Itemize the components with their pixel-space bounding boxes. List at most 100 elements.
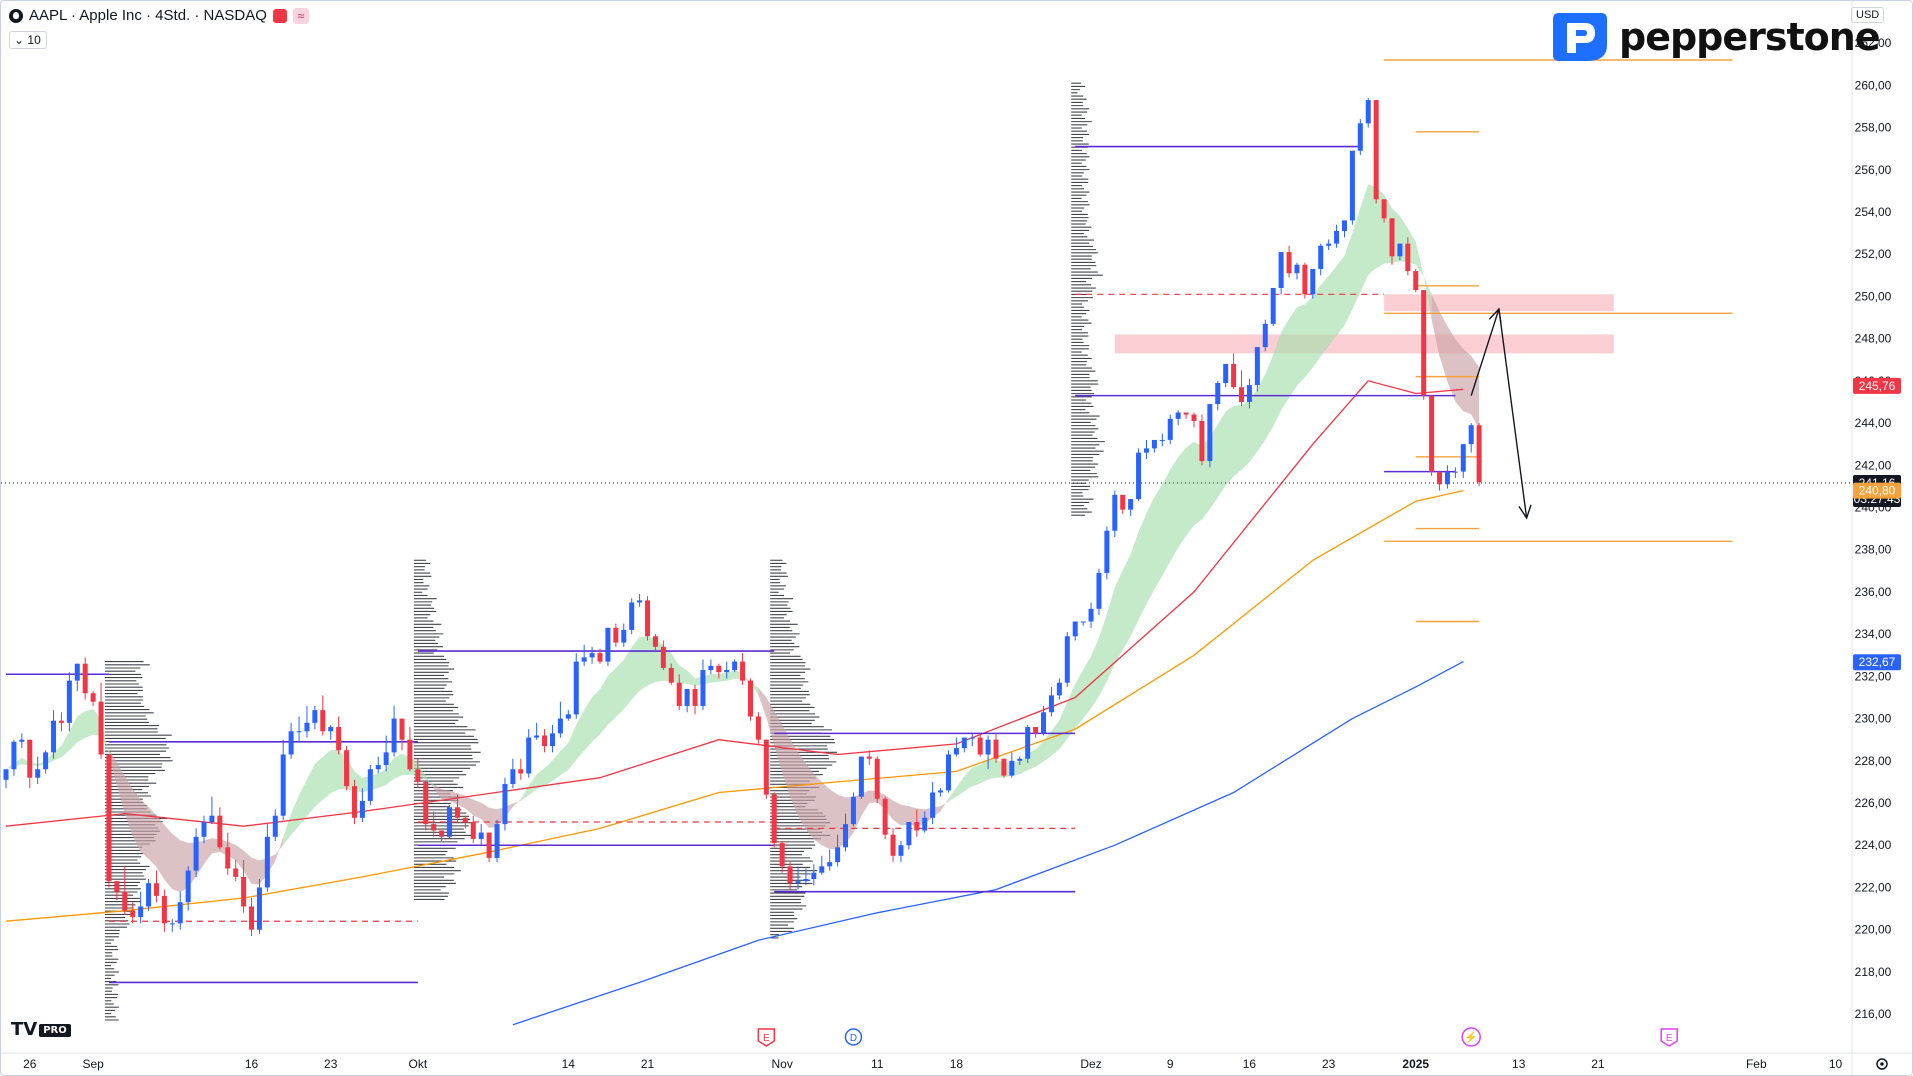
candle-body bbox=[1009, 760, 1015, 776]
candle-body bbox=[241, 876, 247, 907]
candle-body bbox=[367, 769, 373, 801]
candle-body bbox=[779, 843, 785, 867]
candle-body bbox=[478, 832, 484, 839]
candle-body bbox=[1207, 404, 1213, 462]
candle-body bbox=[399, 718, 405, 740]
candle-body bbox=[1001, 758, 1007, 776]
candle-body bbox=[1437, 471, 1443, 485]
candle-body bbox=[130, 910, 136, 918]
time-tick-label: 14 bbox=[562, 1057, 576, 1071]
candle-body bbox=[122, 891, 128, 911]
candle-body bbox=[621, 629, 627, 643]
price-tick-label: 220,00 bbox=[1855, 923, 1892, 937]
candle-body bbox=[249, 906, 255, 930]
apple-logo-icon bbox=[9, 8, 23, 23]
candle-body bbox=[922, 817, 928, 831]
candle-body bbox=[1017, 758, 1023, 761]
candle-body bbox=[708, 665, 714, 671]
tradingview-logo[interactable]: TV PRO bbox=[11, 1019, 71, 1040]
symbol-title[interactable]: AAPL · Apple Inc · 4Std. · NASDAQ bbox=[29, 7, 267, 24]
event-marker[interactable]: E bbox=[1660, 1028, 1678, 1047]
candle-body bbox=[930, 792, 936, 818]
candle-body bbox=[684, 689, 690, 706]
candle-body bbox=[1064, 636, 1070, 683]
candle-body bbox=[161, 895, 167, 924]
event-marker[interactable]: E bbox=[757, 1028, 776, 1047]
brand-name: pepperstone bbox=[1619, 15, 1881, 59]
candle-body bbox=[850, 796, 856, 825]
price-tick-label: 234,00 bbox=[1855, 627, 1892, 641]
earnings-flag-icon[interactable] bbox=[272, 8, 287, 23]
candle-body bbox=[1041, 712, 1047, 734]
candle-body bbox=[312, 710, 318, 723]
settings-gear-icon[interactable] bbox=[1876, 1058, 1888, 1070]
candle-body bbox=[518, 769, 524, 774]
price-tick-label: 238,00 bbox=[1855, 543, 1892, 557]
candle-body bbox=[256, 887, 262, 930]
candle-body bbox=[1270, 287, 1276, 324]
candle-body bbox=[581, 657, 587, 662]
flash-event-icon: ⚡ bbox=[1461, 1027, 1481, 1047]
price-tick-label: 244,00 bbox=[1855, 416, 1892, 430]
candle-body bbox=[969, 737, 975, 739]
event-markers[interactable]: E D E ⚡ bbox=[757, 1027, 1678, 1047]
dividend-icon bbox=[844, 1028, 863, 1046]
candle-body bbox=[763, 739, 769, 795]
candle-body bbox=[1159, 439, 1165, 441]
price-tick-label: 242,00 bbox=[1855, 458, 1892, 472]
candle-body bbox=[843, 824, 849, 848]
candle-body bbox=[1104, 530, 1110, 573]
candle-body bbox=[542, 735, 548, 747]
time-tick-label: 2025 bbox=[1402, 1057, 1429, 1071]
candle-body bbox=[320, 710, 326, 732]
candle-body bbox=[945, 754, 951, 791]
candle-body bbox=[1136, 452, 1142, 500]
candle-body bbox=[328, 727, 334, 732]
candle-body bbox=[1389, 218, 1395, 257]
candle-body bbox=[431, 824, 437, 831]
price-tick-label: 218,00 bbox=[1855, 965, 1892, 979]
moving-averages bbox=[5, 380, 1464, 1026]
brand-logo: pepperstone bbox=[1549, 9, 1881, 65]
candle-body bbox=[1223, 363, 1229, 383]
candle-body bbox=[407, 739, 413, 770]
candle-body bbox=[494, 824, 500, 858]
candle-body bbox=[613, 627, 619, 643]
volume-toggle-button[interactable]: ⌄ 10 bbox=[9, 31, 47, 49]
bear-cloud bbox=[109, 749, 284, 893]
bull-cloud bbox=[520, 636, 759, 801]
event-marker-label: E bbox=[1666, 1033, 1673, 1044]
candle-body bbox=[652, 636, 658, 647]
candle-body bbox=[795, 881, 801, 884]
candle-body bbox=[1088, 608, 1094, 622]
symbol-header[interactable]: AAPL · Apple Inc · 4Std. · NASDAQ ≈ bbox=[9, 7, 309, 24]
candle-body bbox=[1381, 199, 1387, 219]
volume-button-label: 10 bbox=[27, 33, 41, 47]
currency-selector[interactable]: USD bbox=[1851, 7, 1885, 23]
candle-body bbox=[1246, 385, 1252, 402]
candle-body bbox=[747, 680, 753, 717]
gear-ring bbox=[1876, 1058, 1888, 1070]
candle-body bbox=[1183, 412, 1189, 415]
candlesticks bbox=[3, 97, 1482, 937]
time-tick-label: Sep bbox=[82, 1057, 104, 1071]
bull-cloud bbox=[948, 184, 1432, 802]
event-marker-label: D bbox=[850, 1033, 857, 1044]
candle-body bbox=[1405, 243, 1411, 272]
price-tick-label: 250,00 bbox=[1855, 289, 1892, 303]
candle-body bbox=[51, 720, 57, 753]
indicator-wave-icon[interactable]: ≈ bbox=[292, 7, 309, 24]
candle-body bbox=[637, 600, 643, 603]
candle-body bbox=[827, 862, 833, 867]
time-tick-label: 26 bbox=[23, 1057, 37, 1071]
candle-body bbox=[1128, 499, 1134, 510]
candle-body bbox=[280, 754, 286, 816]
candle-body bbox=[1278, 252, 1284, 288]
candle-body bbox=[961, 737, 967, 749]
candle-body bbox=[771, 794, 777, 844]
candle-body bbox=[1025, 727, 1031, 759]
event-marker[interactable]: D bbox=[844, 1028, 863, 1046]
time-tick-label: Feb bbox=[1746, 1057, 1767, 1071]
